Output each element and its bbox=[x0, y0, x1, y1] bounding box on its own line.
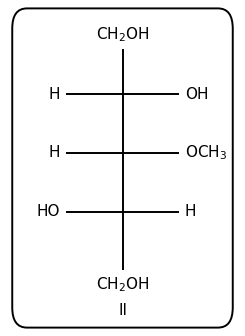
Text: H: H bbox=[185, 204, 196, 219]
Text: H: H bbox=[49, 145, 60, 160]
Text: HO: HO bbox=[37, 204, 60, 219]
Text: OCH$_3$: OCH$_3$ bbox=[185, 143, 227, 162]
Text: H: H bbox=[49, 87, 60, 101]
Text: CH$_2$OH: CH$_2$OH bbox=[96, 276, 149, 294]
Text: CH$_2$OH: CH$_2$OH bbox=[96, 25, 149, 44]
Text: OH: OH bbox=[185, 87, 208, 101]
Text: II: II bbox=[118, 302, 127, 318]
